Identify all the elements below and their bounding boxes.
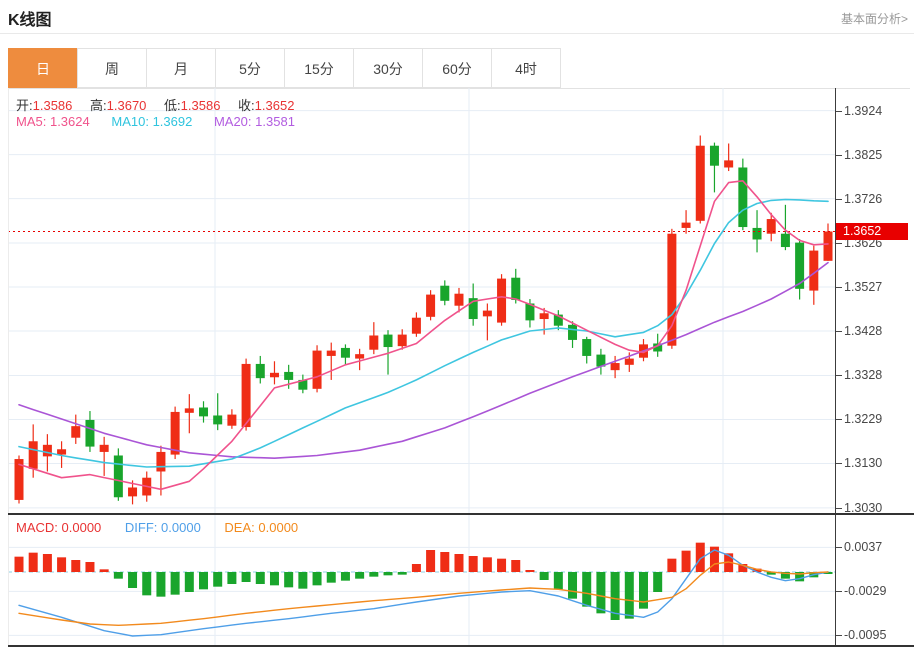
price-axis-label: 1.3825 — [844, 147, 883, 162]
period-tabbar: 日 周 月 5分 15分 30分 60分 4时 — [8, 48, 561, 88]
macd-legend: MACD: 0.0000 DIFF: 0.0000 DEA: 0.0000 — [16, 520, 298, 535]
macd-readout: MACD: 0.0000 — [16, 520, 102, 535]
low-label: 低: — [164, 98, 181, 113]
tab-5min[interactable]: 5分 — [215, 48, 285, 88]
close-value: 1.3652 — [254, 98, 295, 113]
ma-legend: MA5: 1.3624 MA10: 1.3692 MA20: 1.3581 — [16, 114, 295, 129]
tab-60min[interactable]: 60分 — [422, 48, 492, 88]
ma-line-ma10 — [18, 198, 829, 468]
close-label: 收: — [238, 98, 255, 113]
price-axis-label-tick — [836, 243, 842, 245]
diff-readout: DIFF: 0.0000 — [124, 520, 201, 535]
ma10-readout: MA10: 1.3692 — [111, 114, 193, 129]
price-axis-label-tick — [836, 198, 842, 200]
plot-left-border — [8, 88, 9, 646]
macd-axis-label: 0.0037 — [844, 540, 883, 555]
open-label: 开: — [16, 98, 33, 113]
page-title: K线图 — [8, 12, 52, 29]
ma-line-ma5 — [18, 180, 829, 491]
macd-axis-label-tick — [836, 547, 842, 549]
fundamental-analysis-link[interactable]: 基本面分析> — [840, 12, 908, 26]
high-label: 高: — [90, 98, 107, 113]
price-axis-label-tick — [836, 331, 842, 333]
macd-axis-label: -0.0095 — [844, 628, 887, 643]
diff-line — [18, 549, 829, 637]
price-axis-label: 1.3328 — [844, 368, 883, 383]
price-axis-label-tick — [836, 154, 842, 156]
price-axis-label: 1.3527 — [844, 280, 883, 295]
bottom-border — [8, 645, 914, 647]
tab-15min[interactable]: 15分 — [284, 48, 354, 88]
ma20-readout: MA20: 1.3581 — [213, 114, 295, 129]
price-axis-label: 1.3428 — [844, 324, 883, 339]
dea-readout: DEA: 0.0000 — [224, 520, 299, 535]
price-axis-label-tick — [836, 419, 842, 421]
title-divider — [0, 33, 914, 34]
macd-axis-label: -0.0029 — [844, 584, 887, 599]
price-axis-label: 1.3726 — [844, 191, 883, 206]
price-axis-label: 1.3130 — [844, 456, 883, 471]
price-axis-label-tick — [836, 110, 842, 112]
dea-line — [18, 561, 829, 627]
candles-layer — [14, 135, 833, 505]
high-value: 1.3670 — [106, 98, 147, 113]
price-axis-label-tick — [836, 375, 842, 377]
tab-day[interactable]: 日 — [8, 48, 78, 88]
panel-separator — [8, 513, 914, 515]
price-axis-line — [835, 88, 836, 646]
ohlc-readout: 开:1.3586 高:1.3670 低:1.3586 收:1.3652 — [16, 95, 308, 114]
low-value: 1.3586 — [180, 98, 221, 113]
tabbar-bottom-border — [8, 88, 910, 89]
macd-histogram — [14, 542, 833, 620]
price-axis-label: 1.3924 — [844, 103, 883, 118]
price-axis-label-tick — [836, 507, 842, 509]
main-chart-canvas[interactable] — [8, 88, 835, 514]
open-value: 1.3586 — [32, 98, 73, 113]
macd-axis-label-tick — [836, 635, 842, 637]
ma5-readout: MA5: 1.3624 — [16, 114, 90, 129]
macd-axis-label-tick — [836, 591, 842, 593]
tab-month[interactable]: 月 — [146, 48, 216, 88]
price-axis-label-tick — [836, 287, 842, 289]
price-axis-label-tick — [836, 463, 842, 465]
tab-30min[interactable]: 30分 — [353, 48, 423, 88]
tab-week[interactable]: 周 — [77, 48, 147, 88]
price-axis-label: 1.3229 — [844, 412, 883, 427]
ma-line-ma20 — [18, 261, 829, 460]
price-axis-label: 1.3030 — [844, 500, 883, 515]
macd-chart-canvas[interactable] — [8, 514, 835, 646]
tab-4hour[interactable]: 4时 — [491, 48, 561, 88]
current-price-badge: 1.3652 — [836, 222, 908, 240]
